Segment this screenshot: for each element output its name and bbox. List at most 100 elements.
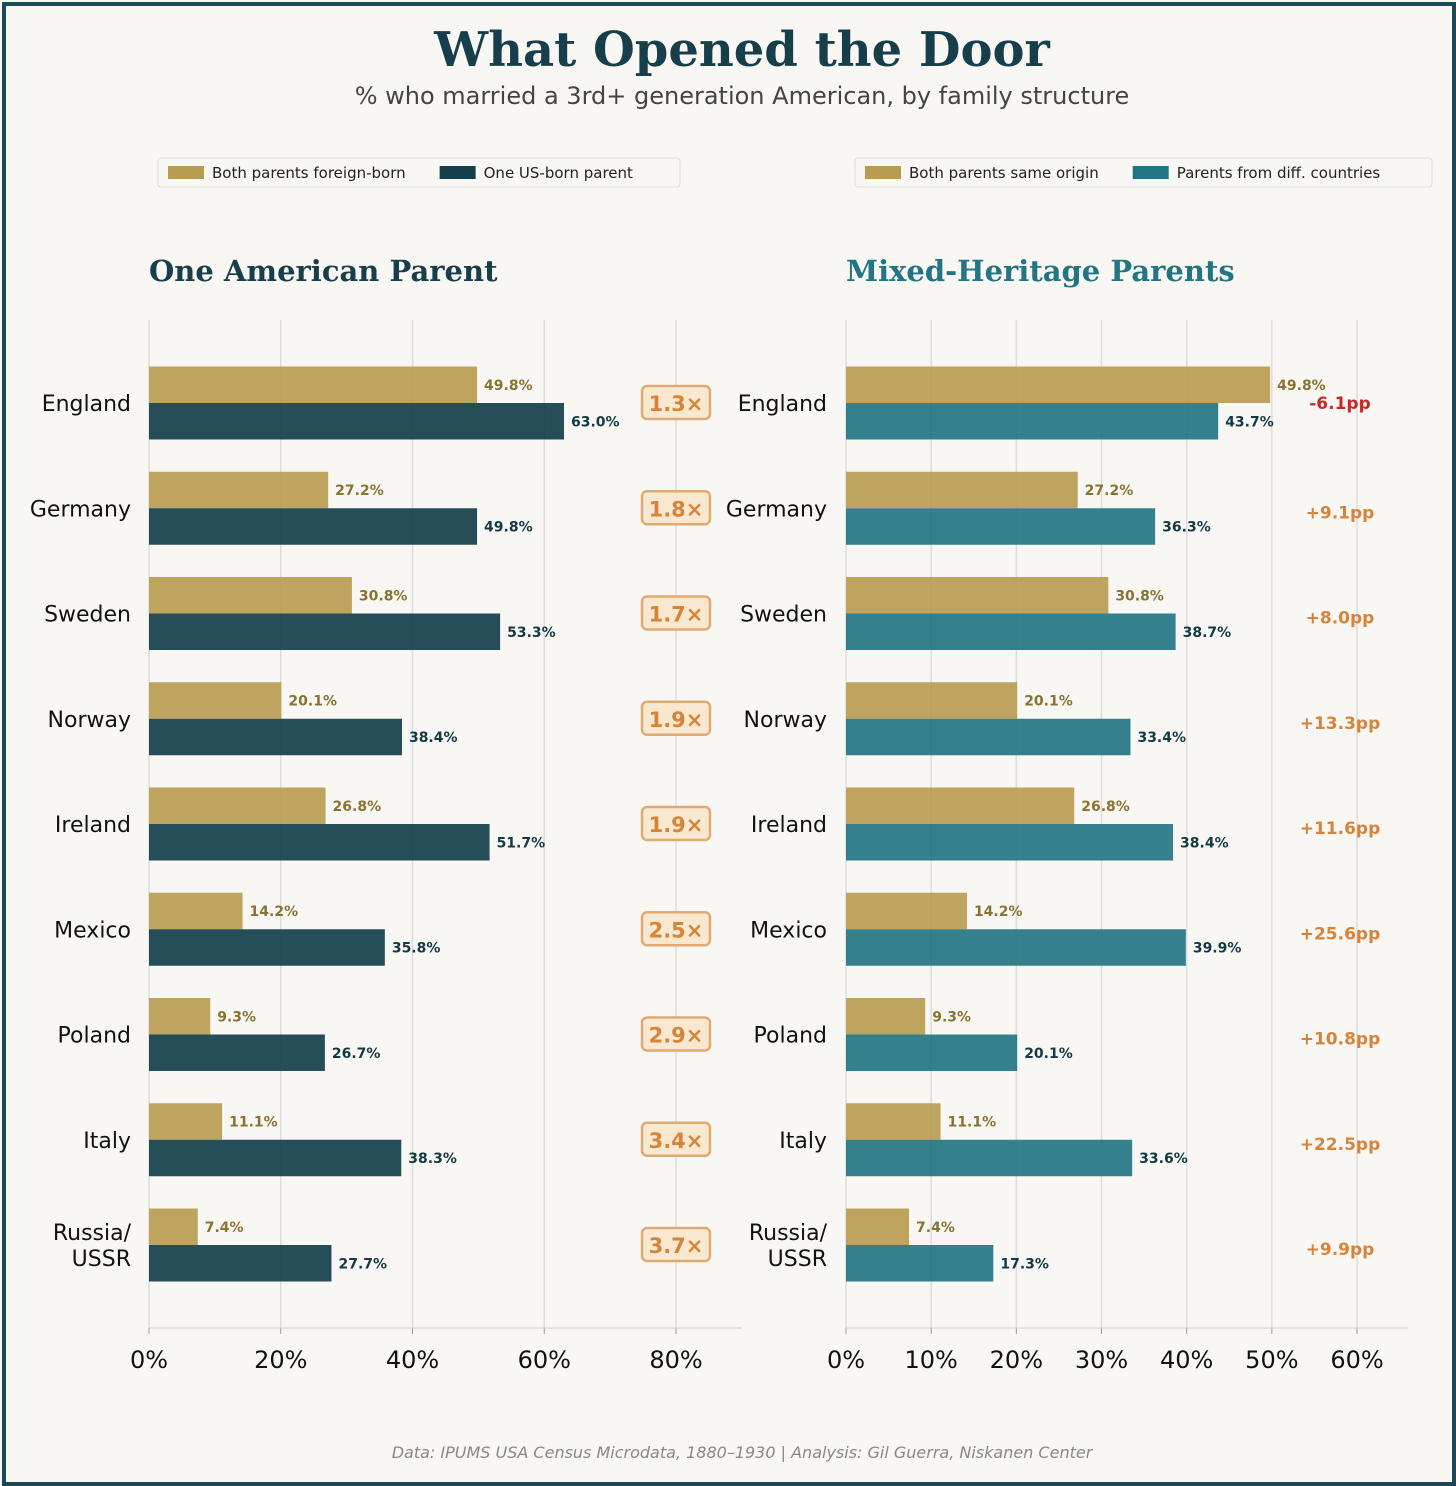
bar-baseline [846, 787, 1075, 824]
bar-comparison [149, 718, 402, 756]
ratio-badge [640, 911, 712, 947]
bar-value-label: 26.7% [332, 1046, 381, 1062]
bar-value-label: 20.1% [1024, 694, 1073, 710]
bar-baseline [149, 366, 478, 403]
bar-value-label: 7.4% [916, 1220, 955, 1236]
category-row: Germany 27.2% 49.8% 1.8× [30, 471, 712, 545]
category-label: Sweden [44, 603, 131, 628]
bar-baseline [846, 892, 967, 930]
ratio-label: 3.4× [649, 1129, 704, 1153]
bar-baseline [149, 577, 352, 614]
ratio-label: 1.9× [649, 813, 704, 837]
ratio-badge [640, 805, 712, 842]
footer-source: Data: IPUMS USA Census Microdata, 1880–1… [392, 1443, 1094, 1462]
legend-label: Parents from diff. countries [1177, 164, 1381, 182]
bar-baseline [149, 1103, 223, 1140]
bar-value-label: 49.8% [484, 378, 533, 394]
x-tick-label: 20% [254, 1346, 307, 1374]
legend-swatch [865, 166, 901, 179]
ratio-badge [640, 384, 712, 421]
bar-value-label: 11.1% [229, 1115, 278, 1131]
bar-value-label: 26.8% [333, 799, 382, 815]
category-row: Mexico 14.2% 35.8% 2.5× [54, 892, 712, 966]
bar-comparison [149, 613, 501, 650]
difference-label: +10.8pp [1300, 1030, 1381, 1050]
bar-comparison [846, 508, 1156, 545]
bar-baseline [846, 1208, 910, 1245]
bar-value-label: 20.1% [288, 694, 337, 710]
category-row: Russia/USSR 7.4% 27.7% 3.7× [53, 1208, 712, 1282]
legend-label: Both parents foreign-born [212, 164, 406, 182]
category-row: Sweden 30.8% 53.3% 1.7× [44, 577, 712, 650]
category-label: Russia/ [749, 1221, 828, 1246]
x-tick-label: 60% [518, 1346, 571, 1374]
ratio-label: 3.7× [649, 1234, 704, 1258]
plot-title: Mixed-Heritage Parents [846, 254, 1235, 288]
category-row: Italy 11.1% 38.3% 3.4× [83, 1103, 712, 1177]
bar-value-label: 49.8% [484, 520, 533, 536]
category-label: Russia/ [53, 1221, 132, 1246]
legend: Both parents same origin Parents from dif… [854, 157, 1433, 188]
bar-value-label: 30.8% [1115, 588, 1164, 604]
bar-value-label: 27.2% [1085, 483, 1134, 499]
ratio-badge [640, 1226, 712, 1263]
legend-swatch [1132, 166, 1169, 179]
bar-comparison [846, 403, 1219, 440]
difference-label: +11.6pp [1300, 819, 1381, 839]
difference-label: -6.1pp [1309, 394, 1371, 414]
category-row: England 49.8% 63.0% 1.3× [42, 366, 712, 440]
x-tick-label: 30% [1075, 1346, 1128, 1374]
bar-value-label: 38.7% [1183, 625, 1232, 641]
ratio-badge [640, 1016, 712, 1052]
category-label: USSR [768, 1247, 827, 1272]
bar-comparison [846, 929, 1186, 966]
bar-value-label: 51.7% [497, 835, 546, 851]
bar-value-label: 38.4% [1180, 835, 1229, 851]
bar-baseline [846, 577, 1109, 614]
category-label: Norway [48, 708, 131, 733]
bar-baseline [149, 682, 282, 719]
chart-title: What Opened the Door [433, 22, 1050, 78]
bar-baseline [846, 366, 1271, 403]
bar-comparison [846, 1034, 1018, 1071]
ratio-badge [640, 595, 712, 631]
difference-label: +8.0pp [1306, 609, 1375, 629]
bar-value-label: 11.1% [948, 1115, 997, 1131]
bar-baseline [149, 998, 211, 1035]
bar-baseline [149, 892, 243, 930]
category-row: England 49.8% 43.7% -6.1pp [738, 366, 1371, 440]
category-label: England [738, 392, 827, 417]
x-tick-label: 0% [130, 1346, 168, 1374]
category-label: Italy [83, 1129, 131, 1154]
plot-mixed-heritage: Both parents same origin Parents from dif… [726, 157, 1433, 1374]
plot-one-american-parent: Both parents foreign-born One US-born par… [30, 157, 742, 1374]
ratio-badge [640, 490, 712, 526]
category-row: Poland 9.3% 26.7% 2.9× [58, 998, 712, 1071]
ratio-label: 1.9× [649, 708, 704, 732]
x-tick-label: 10% [904, 1346, 957, 1374]
x-tick-label: 40% [1160, 1346, 1213, 1374]
category-label: Ireland [55, 813, 131, 838]
category-label: USSR [72, 1247, 131, 1272]
bar-value-label: 27.7% [338, 1256, 387, 1272]
legend-box [157, 157, 681, 188]
bar-baseline [846, 471, 1078, 509]
category-row: Italy 11.1% 33.6% +22.5pp [779, 1103, 1380, 1177]
bar-value-label: 30.8% [359, 588, 408, 604]
category-label: Italy [779, 1129, 827, 1154]
bar-baseline [846, 1103, 941, 1140]
ratio-label: 1.8× [649, 497, 704, 521]
bar-baseline [149, 1208, 198, 1245]
x-tick-label: 40% [386, 1346, 439, 1374]
ratio-label: 1.7× [649, 603, 704, 627]
category-label: Ireland [751, 813, 827, 838]
category-label: Sweden [740, 603, 827, 628]
bar-comparison [846, 1245, 994, 1282]
category-label: Mexico [750, 918, 827, 943]
legend-label: One US-born parent [484, 164, 633, 182]
category-label: Poland [754, 1024, 827, 1049]
difference-label: +9.1pp [1306, 503, 1375, 523]
bar-value-label: 43.7% [1225, 414, 1274, 430]
